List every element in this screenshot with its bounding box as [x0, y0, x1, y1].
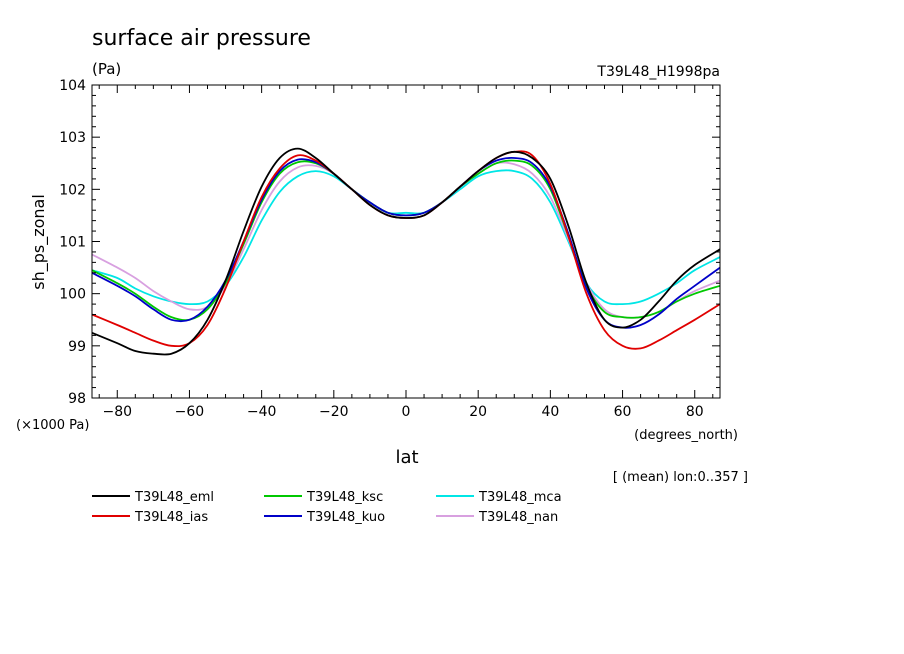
y-tick-label: 104 — [59, 78, 86, 94]
x-axis-label: lat — [395, 447, 418, 468]
x-tick-label: −20 — [319, 404, 349, 420]
y-tick-label: 98 — [68, 391, 86, 407]
legend: T39L48_eml T39L48_ias T39L48_ksc T39L48_kuo… — [92, 490, 562, 525]
averaging-note: [ (mean) lon:0..357 ] — [613, 470, 748, 485]
x-tick-label: −40 — [247, 404, 277, 420]
y-scale-label: (×1000 Pa) — [16, 418, 89, 433]
x-tick-label: −80 — [102, 404, 132, 420]
series-line-T39L48_mca — [91, 169, 721, 306]
x-tick-label: 40 — [541, 404, 559, 420]
legend-label: T39L48_kuo — [306, 510, 385, 525]
legend-label: T39L48_ksc — [306, 490, 383, 505]
x-tick-label: 60 — [614, 404, 632, 420]
y-axis-label: sh_ps_zonal — [29, 194, 49, 290]
legend-label: T39L48_nan — [478, 510, 558, 525]
x-units-label: (degrees_north) — [634, 428, 738, 443]
chart-title: surface air pressure — [92, 26, 311, 51]
series-line-T39L48_eml — [91, 147, 721, 356]
plot-lines — [91, 147, 721, 356]
x-tick-label: 0 — [402, 404, 411, 420]
series-line-T39L48_kuo — [91, 157, 721, 329]
plot-frame — [91, 84, 721, 399]
series-line-T39L48_nan — [91, 161, 721, 319]
x-tick-label: −60 — [175, 404, 205, 420]
x-tick-label: 80 — [686, 404, 704, 420]
legend-label: T39L48_ias — [134, 510, 208, 525]
y-tick-label: 100 — [59, 287, 86, 303]
series-line-T39L48_ias — [91, 150, 721, 350]
chart-units: (Pa) — [92, 60, 121, 78]
axis-ticks: −80 −60 −40 −20 0 20 40 60 80 98 99 100 101 102 103 104 — [59, 78, 720, 420]
y-tick-label: 101 — [59, 235, 86, 251]
y-tick-label: 102 — [59, 182, 86, 198]
y-tick-label: 99 — [68, 339, 86, 355]
legend-label: T39L48_eml — [134, 490, 214, 505]
run-label: T39L48_H1998pa — [596, 64, 720, 80]
y-tick-label: 103 — [59, 130, 86, 146]
series-line-T39L48_ksc — [91, 159, 721, 322]
x-tick-label: 20 — [469, 404, 487, 420]
legend-label: T39L48_mca — [478, 490, 562, 505]
